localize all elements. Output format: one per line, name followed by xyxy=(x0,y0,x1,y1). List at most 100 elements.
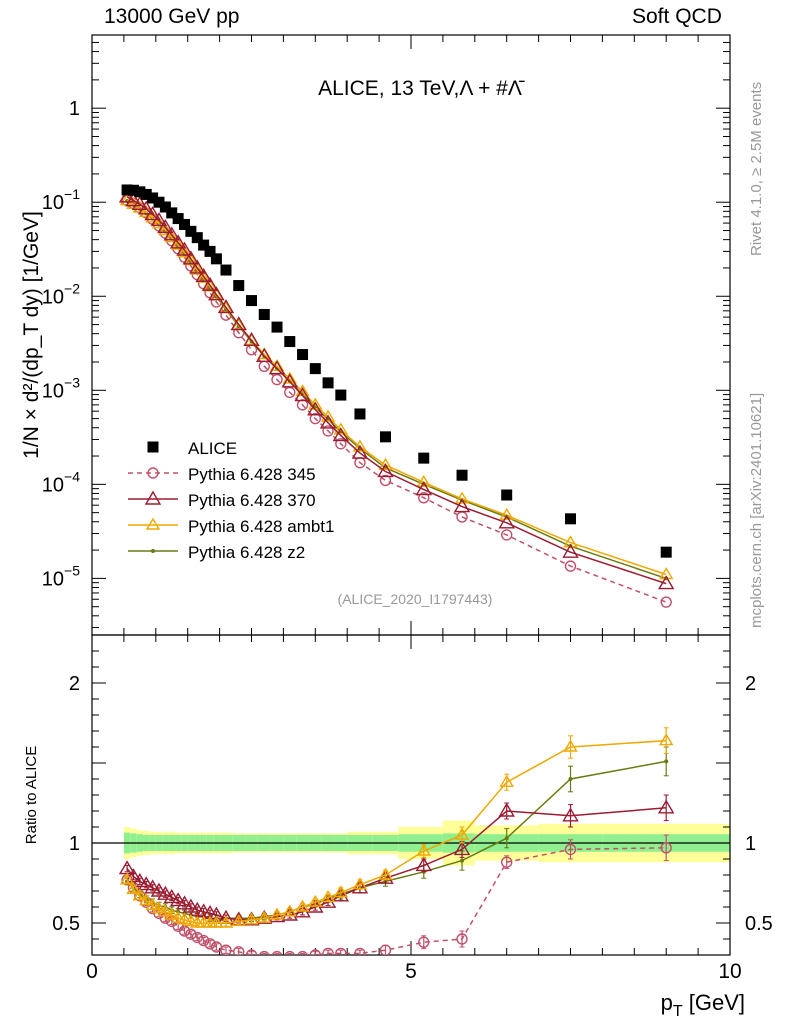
y-axis-title: 1/N × d²/(dp_T dy) [1/GeV] xyxy=(20,211,43,459)
data-point-alice xyxy=(147,192,159,204)
data-point-p370 xyxy=(230,316,247,331)
ratio-point-ambt1 xyxy=(209,915,224,928)
data-point-p370 xyxy=(377,463,394,478)
ratio-y-tick-label-right: 2 xyxy=(745,673,756,695)
y-tick-label: 1 xyxy=(69,98,80,120)
ratio-point-ambt1 xyxy=(218,915,234,928)
ratio-point-p345 xyxy=(309,949,321,955)
ratio-point-ambt1 xyxy=(257,910,272,923)
ratio-point-ambt1 xyxy=(333,885,349,898)
data-point-alice xyxy=(284,336,296,348)
data-point-alice xyxy=(335,389,347,401)
data-point-alice xyxy=(153,196,165,208)
data-point-p370 xyxy=(351,444,369,459)
data-point-p370 xyxy=(208,286,225,301)
data-point-ambt1 xyxy=(190,262,205,275)
data-point-alice xyxy=(233,280,245,292)
data-point-ambt1 xyxy=(563,535,578,548)
ratio-point-p370 xyxy=(562,807,579,822)
data-point-ambt1 xyxy=(320,409,336,422)
ratio-point-p370 xyxy=(144,879,161,894)
ratio-point-p345 xyxy=(258,950,270,955)
ratio-point-p345 xyxy=(354,947,366,955)
data-point-p370 xyxy=(217,299,235,314)
data-point-ambt1 xyxy=(499,507,514,520)
ratio-point-p370 xyxy=(182,898,200,913)
data-point-p370 xyxy=(562,543,579,558)
ratio-point-ambt1 xyxy=(158,904,173,917)
ratio-point-p370 xyxy=(176,895,193,910)
ratio-point-p345 xyxy=(322,947,334,955)
data-point-p370 xyxy=(201,276,219,291)
data-point-alice xyxy=(198,239,210,251)
y-tick-label: 10−5 xyxy=(42,562,80,590)
data-point-p370 xyxy=(243,331,260,347)
data-point-alice xyxy=(210,253,222,265)
data-point-alice xyxy=(204,245,216,257)
data-point-p370 xyxy=(150,212,168,227)
ratio-point-ambt1 xyxy=(138,893,154,906)
analysis-tag: (ALICE_2020_I1797443) xyxy=(338,591,493,607)
ratio-point-ambt1 xyxy=(151,901,167,914)
legend-label-ambt1: Pythia 6.428 ambt1 xyxy=(188,517,334,536)
data-point-p345 xyxy=(564,560,577,572)
data-point-alice xyxy=(191,232,203,244)
ratio-point-p370 xyxy=(498,802,515,817)
data-point-p370 xyxy=(498,514,515,529)
legend-label-p370: Pythia 6.428 370 xyxy=(188,491,316,510)
x-tick-label: 10 xyxy=(718,960,741,983)
ratio-point-p345 xyxy=(501,856,513,868)
data-point-p370 xyxy=(281,373,298,388)
ratio-point-ambt1 xyxy=(499,774,514,787)
ratio-point-p370 xyxy=(453,841,471,856)
data-point-p370 xyxy=(453,498,471,513)
ratio-point-ambt1 xyxy=(269,907,285,920)
data-point-p370 xyxy=(189,259,206,274)
ratio-point-ambt1 xyxy=(378,867,393,880)
ratio-point-p345 xyxy=(233,946,245,955)
ratio-y-tick-label: 0.5 xyxy=(52,913,80,935)
ratio-y-tick-label: 1 xyxy=(69,833,80,855)
ratio-point-p370 xyxy=(415,857,432,872)
ratio-frame xyxy=(91,634,731,956)
data-point-alice xyxy=(379,431,391,443)
ratio-point-ambt1 xyxy=(308,894,323,907)
data-point-p370 xyxy=(118,188,136,203)
ratio-point-p345 xyxy=(379,944,392,955)
data-point-p370 xyxy=(294,387,311,402)
data-point-p370 xyxy=(169,234,187,249)
data-point-alice xyxy=(418,452,430,464)
data-point-p345 xyxy=(501,529,513,541)
data-point-p370 xyxy=(138,200,155,215)
ratio-point-ambt1 xyxy=(164,907,179,920)
ratio-point-p370 xyxy=(131,873,149,888)
data-point-ambt1 xyxy=(416,474,431,488)
data-point-p370 xyxy=(195,267,212,283)
series-line-p345 xyxy=(126,199,667,603)
ratio-point-ambt1 xyxy=(119,872,135,885)
data-point-alice xyxy=(456,469,468,481)
data-point-alice xyxy=(127,184,139,196)
data-point-p345 xyxy=(660,596,672,608)
ratio-point-ambt1 xyxy=(416,843,431,856)
y-tick-label: 10−3 xyxy=(42,374,80,402)
ratio-point-ambt1 xyxy=(231,914,246,927)
series-line-p370 xyxy=(126,196,667,585)
ratio-point-p370 xyxy=(657,799,675,814)
data-point-p345 xyxy=(309,412,321,425)
ratio-point-p370 xyxy=(138,876,155,891)
ratio-point-p345 xyxy=(297,950,309,955)
data-point-ambt1 xyxy=(454,491,470,504)
header-right-label: Soft QCD xyxy=(632,5,722,28)
data-point-p370 xyxy=(268,360,286,375)
data-point-ambt1 xyxy=(658,567,674,580)
data-point-p370 xyxy=(332,427,350,442)
ratio-point-p370 xyxy=(281,906,298,921)
data-point-alice xyxy=(258,308,270,320)
legend-marker-p370 xyxy=(144,490,162,505)
data-point-p370 xyxy=(125,192,142,207)
ratio-point-p370 xyxy=(163,889,180,904)
data-point-alice xyxy=(246,295,257,307)
ratio-point-p345 xyxy=(456,933,468,945)
